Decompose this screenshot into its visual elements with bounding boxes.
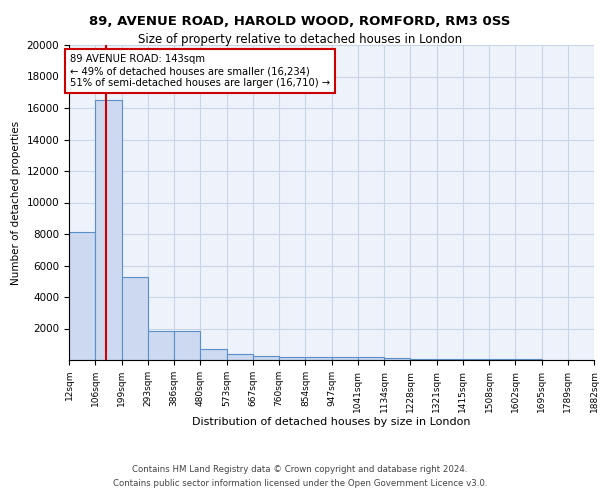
X-axis label: Distribution of detached houses by size in London: Distribution of detached houses by size … <box>192 418 471 428</box>
Bar <box>279 356 305 360</box>
Bar <box>69 232 95 360</box>
Bar <box>174 331 200 360</box>
Bar <box>148 331 174 360</box>
Bar <box>305 357 331 360</box>
Bar <box>95 100 121 360</box>
Y-axis label: Number of detached properties: Number of detached properties <box>11 120 21 284</box>
Bar <box>121 276 148 360</box>
Bar <box>410 358 437 360</box>
Bar <box>384 358 410 360</box>
Bar <box>227 354 253 360</box>
Bar <box>463 359 489 360</box>
Text: Contains HM Land Registry data © Crown copyright and database right 2024.
Contai: Contains HM Land Registry data © Crown c… <box>113 466 487 487</box>
Bar <box>200 349 227 360</box>
Text: 89 AVENUE ROAD: 143sqm
← 49% of detached houses are smaller (16,234)
51% of semi: 89 AVENUE ROAD: 143sqm ← 49% of detached… <box>70 54 330 88</box>
Text: 89, AVENUE ROAD, HAROLD WOOD, ROMFORD, RM3 0SS: 89, AVENUE ROAD, HAROLD WOOD, ROMFORD, R… <box>89 15 511 28</box>
Bar <box>437 359 463 360</box>
Bar <box>253 356 279 360</box>
Bar <box>331 357 358 360</box>
Text: Size of property relative to detached houses in London: Size of property relative to detached ho… <box>138 32 462 46</box>
Bar <box>358 358 384 360</box>
